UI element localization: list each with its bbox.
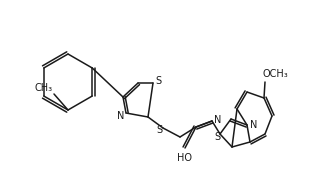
Text: HO: HO	[178, 153, 193, 163]
Text: CH₃: CH₃	[35, 83, 53, 93]
Text: N: N	[250, 120, 257, 130]
Text: S: S	[155, 76, 161, 86]
Text: OCH₃: OCH₃	[262, 69, 288, 79]
Text: N: N	[214, 115, 221, 125]
Text: S: S	[156, 125, 162, 135]
Text: N: N	[117, 111, 125, 121]
Text: S: S	[214, 132, 220, 142]
